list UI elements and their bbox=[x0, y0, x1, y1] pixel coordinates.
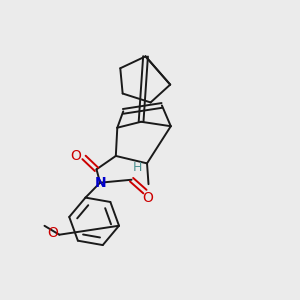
Text: O: O bbox=[47, 226, 58, 240]
Text: H: H bbox=[133, 161, 142, 174]
Text: N: N bbox=[94, 176, 106, 190]
Text: O: O bbox=[142, 190, 153, 205]
Text: O: O bbox=[70, 149, 81, 163]
